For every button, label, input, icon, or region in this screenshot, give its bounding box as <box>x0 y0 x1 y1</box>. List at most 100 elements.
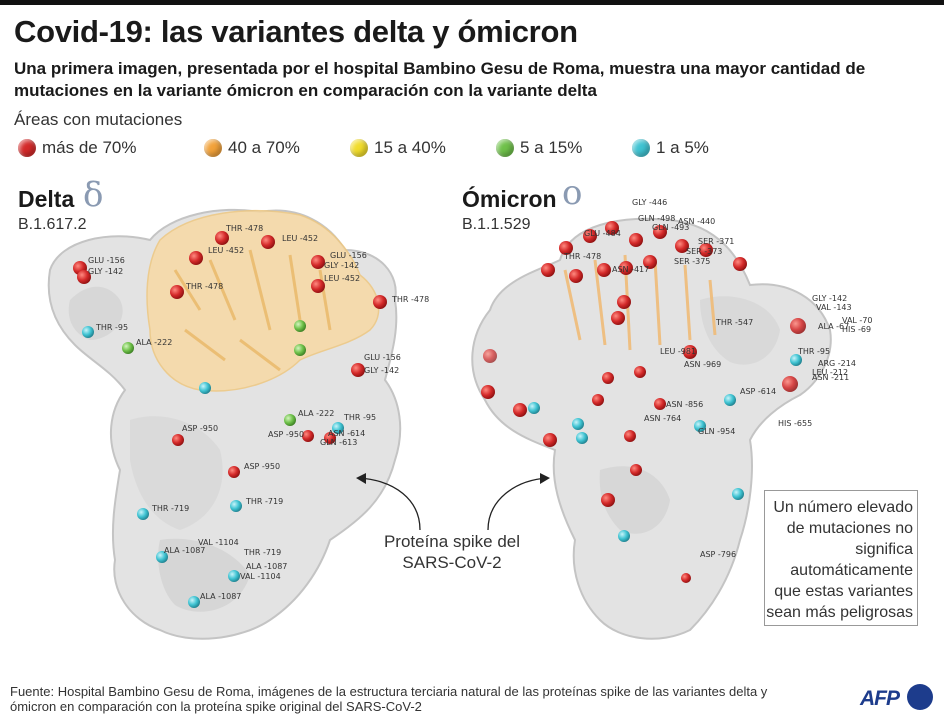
red-mutation-marker <box>630 464 642 476</box>
cyan-mutation-marker <box>137 508 149 520</box>
cyan-mutation-marker <box>228 570 240 582</box>
red-mutation-marker <box>675 239 689 253</box>
red-mutation-marker <box>733 257 747 271</box>
residue-label: GLY -142 <box>324 261 359 270</box>
residue-label: THR -95 <box>95 323 128 332</box>
omicron-residue-labels: GLY -446 GLN -498 ASN -440 GLU -484 GLN … <box>563 198 873 559</box>
delta-code: B.1.617.2 <box>18 216 87 233</box>
red-mutation-marker <box>483 349 497 363</box>
residue-label: VAL -1104 <box>240 572 281 581</box>
red-mutation-marker <box>513 403 527 417</box>
residue-label: GLU -156 <box>88 256 125 265</box>
residue-label: THR -478 <box>563 252 601 261</box>
omicron-name: Ómicron <box>462 186 557 212</box>
afp-logo: AFP <box>860 684 933 712</box>
residue-label: GLU -156 <box>330 251 367 260</box>
legend-label: 15 a 40% <box>374 138 446 157</box>
legend: más de 70% 40 a 70% 15 a 40% 5 a 15% 1 a… <box>18 137 738 159</box>
residue-label: THR -95 <box>797 347 830 356</box>
omicron-symbol: o <box>562 173 583 213</box>
legend-label: 40 a 70% <box>228 138 300 157</box>
cyan-mutation-marker <box>790 354 802 366</box>
residue-label: GLN -498 <box>638 214 675 223</box>
residue-label: ASP -950 <box>244 462 280 471</box>
legend-label: 5 a 15% <box>520 138 583 157</box>
arrow-head-icon <box>540 473 550 484</box>
logo-text: AFP <box>860 687 900 710</box>
red-mutation-marker <box>597 263 611 277</box>
residue-label: THR -719 <box>243 548 281 557</box>
delta-spike-protein <box>47 208 402 640</box>
residue-label: THR -547 <box>715 318 753 327</box>
residue-label: GLY -446 <box>632 198 667 207</box>
residue-label: ALA -1087 <box>246 562 287 571</box>
residue-label: ASP -796 <box>700 550 736 559</box>
cyan-dot-icon <box>632 139 650 157</box>
red-mutation-marker <box>617 295 631 309</box>
cyan-mutation-marker <box>732 488 744 500</box>
residue-label: THR -478 <box>225 224 263 233</box>
legend-item-yellow: 15 a 40% <box>350 137 446 159</box>
arrow-to-delta <box>357 477 421 531</box>
red-mutation-marker <box>569 269 583 283</box>
legend-item-orange: 40 a 70% <box>204 137 300 159</box>
red-mutation-marker <box>602 372 614 384</box>
residue-label: ALA -67 <box>818 322 849 331</box>
residue-label: LEU -981 <box>660 347 696 356</box>
logo-circle-icon <box>907 684 933 710</box>
red-mutation-marker <box>189 251 203 265</box>
green-mutation-marker <box>122 342 134 354</box>
red-mutation-marker <box>228 466 240 478</box>
residue-label: VAL -143 <box>816 303 852 312</box>
red-mutation-marker <box>699 243 713 257</box>
note-box: Un número elevado de mutaciones no signi… <box>764 490 918 626</box>
legend-item-green: 5 a 15% <box>496 137 582 159</box>
residue-label: SER -373 <box>686 247 722 256</box>
red-mutation-marker <box>351 363 365 377</box>
red-mutation-marker <box>654 398 666 410</box>
residue-label: ASP -614 <box>740 387 776 396</box>
red-mutation-marker <box>324 432 336 444</box>
residue-label: THR -478 <box>391 295 429 304</box>
residue-label: LEU -452 <box>282 234 318 243</box>
cyan-mutation-marker <box>199 382 211 394</box>
residue-label: THR -719 <box>245 497 283 506</box>
cyan-mutation-marker <box>618 530 630 542</box>
residue-label: ALA -222 <box>136 338 172 347</box>
delta-residue-labels: THR -478 LEU -452 GLU -156 GLY -142 THR … <box>88 224 429 601</box>
cyan-mutation-marker <box>332 422 344 434</box>
cyan-mutation-marker <box>572 418 584 430</box>
residue-label: ARG -214 <box>818 359 856 368</box>
protein-label: Proteína spike del SARS-CoV-2 <box>383 532 521 572</box>
residue-label: ASN -764 <box>644 414 681 423</box>
residue-label: VAL -70 <box>842 316 873 325</box>
red-mutation-marker <box>653 225 667 239</box>
green-mutation-marker <box>294 344 306 356</box>
omicron-spike-protein <box>471 217 832 640</box>
red-mutation-marker <box>643 255 657 269</box>
red-mutation-marker <box>782 376 798 392</box>
page-subtitle: Una primera imagen, presentada por el ho… <box>14 59 866 100</box>
source-text: Fuente: Hospital Bambino Gesu de Roma, i… <box>10 684 768 714</box>
delta-symbol: δ <box>83 175 104 215</box>
red-mutation-marker <box>170 285 184 299</box>
residue-label: GLN -613 <box>320 438 357 447</box>
delta-name: Delta <box>18 186 75 212</box>
residue-label: GLY -142 <box>364 366 399 375</box>
cyan-mutation-marker <box>156 551 168 563</box>
red-mutation-marker <box>311 279 325 293</box>
red-dot-icon <box>18 139 36 157</box>
residue-label: ALA -222 <box>298 409 334 418</box>
residue-label: LEU -452 <box>208 246 244 255</box>
red-mutation-marker <box>172 434 184 446</box>
residue-label: ASN -856 <box>666 400 703 409</box>
residue-label: ALA -1087 <box>200 592 241 601</box>
residue-label: LEU -452 <box>324 274 360 283</box>
cyan-mutation-marker <box>188 596 200 608</box>
arrow-head-icon <box>356 473 366 484</box>
legend-item-cyan: 1 a 5% <box>632 137 709 159</box>
legend-label: más de 70% <box>42 138 137 157</box>
residue-label: ALA -1087 <box>164 546 205 555</box>
red-mutation-marker <box>619 261 633 275</box>
red-mutation-marker <box>373 295 387 309</box>
